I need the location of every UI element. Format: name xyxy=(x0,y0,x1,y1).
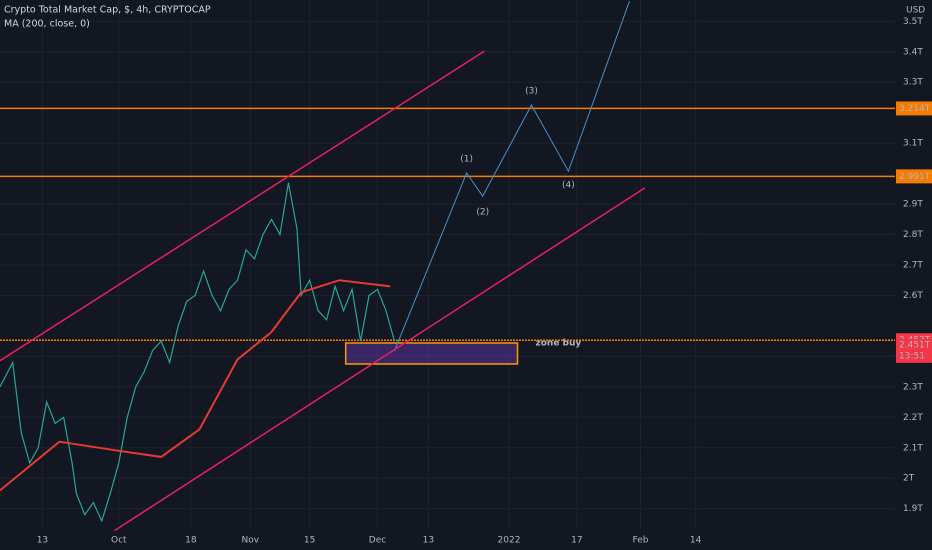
level-tag xyxy=(896,101,932,116)
x-tick-label: 18 xyxy=(185,536,197,546)
price-tag-label: 2.451T xyxy=(899,340,931,350)
y-tick-label: 2.7T xyxy=(903,261,923,271)
x-tick-label: 13 xyxy=(423,536,434,546)
indicator-label: MA (200, close, 0) xyxy=(4,19,90,30)
wave-label: (3) xyxy=(525,87,538,97)
wave-label: (1) xyxy=(460,155,473,165)
y-tick-label: 3.3T xyxy=(903,78,923,88)
y-tick-label: 3.1T xyxy=(903,139,923,149)
x-tick-label: 17 xyxy=(571,536,582,546)
series-line xyxy=(0,182,396,523)
y-tick-label: 2.3T xyxy=(903,382,923,392)
series-line xyxy=(0,50,485,362)
y-tick-label: 2.1T xyxy=(903,443,923,453)
chart-title: Crypto Total Market Cap, $, 4h, CRYPTOCA… xyxy=(4,5,211,16)
level-tag-label: 3.214T xyxy=(899,104,931,114)
zone-label: zone buy xyxy=(535,338,581,348)
wave-label: (4) xyxy=(562,181,575,191)
x-tick-label: Dec xyxy=(369,536,386,546)
countdown: 13:51 xyxy=(899,351,925,361)
x-tick-label: 14 xyxy=(690,536,702,546)
series-line xyxy=(0,279,391,492)
series-line xyxy=(114,187,646,532)
y-tick-label: 1.9T xyxy=(903,504,923,514)
y-tick-label: 2.6T xyxy=(903,291,923,301)
y-tick-label: 2.2T xyxy=(903,413,923,423)
level-tag-label: 2.991T xyxy=(899,172,931,182)
y-tick-label: 2.8T xyxy=(903,230,923,240)
series-line xyxy=(394,1,630,352)
y-tick-label: 2T xyxy=(903,474,915,484)
x-tick-label: 13 xyxy=(37,536,48,546)
y-tick-label: 2.9T xyxy=(903,200,923,210)
x-tick-label: Oct xyxy=(111,536,127,546)
currency-label: USD xyxy=(906,6,925,16)
y-tick-label: 3.4T xyxy=(903,47,923,57)
y-tick-label: 3.5T xyxy=(903,17,923,27)
x-tick-label: 15 xyxy=(304,536,315,546)
x-tick-label: Feb xyxy=(633,536,649,546)
x-tick-label: Nov xyxy=(241,536,259,546)
level-tag xyxy=(896,169,932,184)
zone-box xyxy=(344,342,519,365)
wave-label: (2) xyxy=(476,208,489,218)
price-tag xyxy=(896,338,932,363)
x-tick-label: 2022 xyxy=(498,536,521,546)
